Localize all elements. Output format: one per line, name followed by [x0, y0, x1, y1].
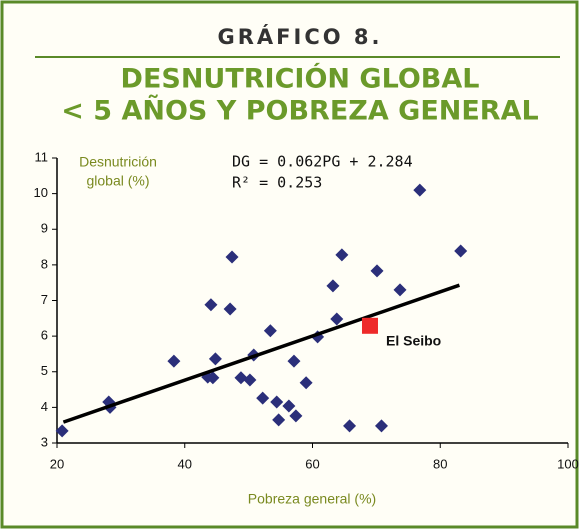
- point: [225, 250, 239, 264]
- y-tick-label: 6: [41, 328, 48, 343]
- y-label: Desnutrición: [79, 154, 157, 170]
- point: [206, 371, 220, 385]
- point: [370, 264, 384, 278]
- y-tick-label: 4: [41, 399, 48, 414]
- x-tick-label: 80: [433, 456, 447, 471]
- y-tick-label: 10: [34, 185, 48, 200]
- equation: R² = 0.253: [232, 174, 322, 192]
- y-tick-label: 11: [35, 149, 49, 164]
- annotation: El Seibo: [386, 332, 441, 348]
- y-tick-label: 3: [41, 434, 48, 449]
- header: GRÁFICO 8.: [218, 24, 383, 49]
- point: [263, 324, 277, 338]
- point: [413, 183, 427, 197]
- equation: DG = 0.062PG + 2.284: [232, 153, 413, 171]
- point: [330, 312, 344, 326]
- title: < 5 AÑOS Y POBREZA GENERAL: [61, 95, 538, 127]
- point: [343, 419, 357, 433]
- point: [204, 298, 218, 312]
- y-tick-label: 8: [41, 256, 48, 271]
- y-tick-label: 9: [41, 221, 48, 236]
- point: [256, 391, 270, 405]
- point: [289, 409, 303, 423]
- y-label: global (%): [86, 173, 149, 189]
- trendline: [62, 283, 460, 424]
- x-tick-label: 40: [178, 456, 192, 471]
- point: [167, 354, 181, 368]
- point: [270, 395, 284, 409]
- point: [55, 424, 69, 438]
- point: [234, 371, 248, 385]
- point: [393, 283, 407, 297]
- x-tick-label: 60: [305, 456, 319, 471]
- x-tick-label: 100: [557, 456, 579, 471]
- point: [223, 302, 237, 316]
- point: [299, 376, 313, 390]
- point: [454, 244, 468, 258]
- x-label: Pobreza general (%): [248, 491, 376, 507]
- x-tick-label: 20: [50, 456, 64, 471]
- point: [272, 413, 286, 427]
- point: [335, 248, 349, 262]
- point: [282, 399, 296, 413]
- point: [243, 373, 257, 387]
- point: [374, 419, 388, 433]
- point: [208, 352, 222, 366]
- title: DESNUTRICIÓN GLOBAL: [121, 63, 480, 95]
- highlight-point: [361, 317, 378, 334]
- point: [287, 354, 301, 368]
- y-tick-label: 5: [41, 363, 48, 378]
- y-tick-label: 7: [41, 292, 48, 307]
- point: [326, 279, 340, 293]
